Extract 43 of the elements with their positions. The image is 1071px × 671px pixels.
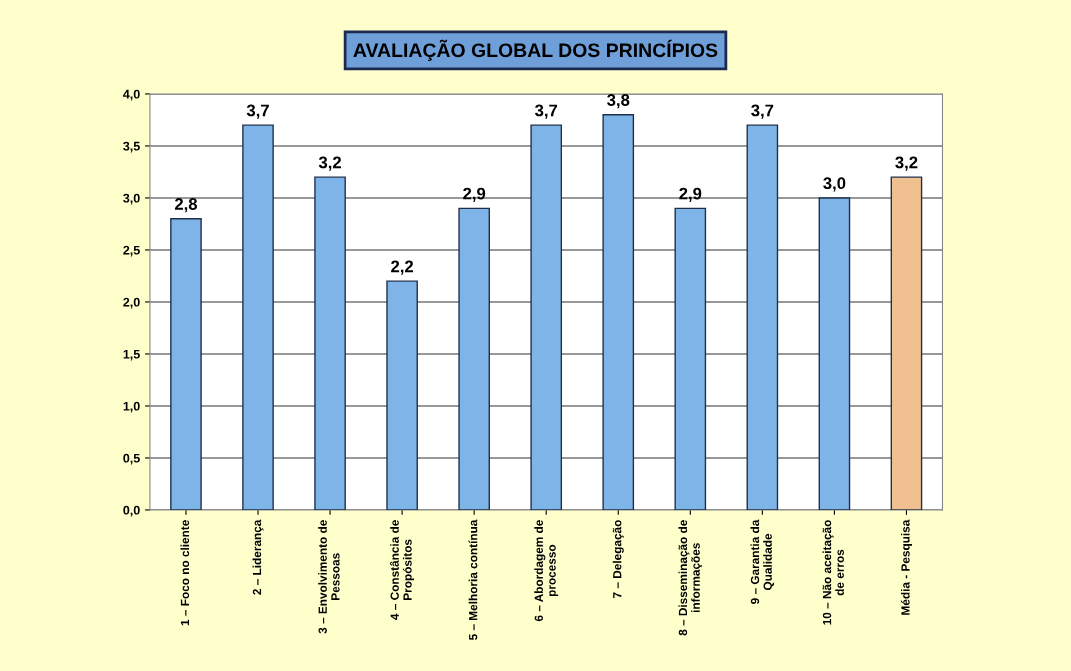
y-tick-label: 0,0: [123, 505, 140, 517]
y-tick-label: 3,0: [123, 193, 140, 205]
x-tick-label: 3 – Envolvimento de Pessoas: [318, 520, 340, 634]
x-tick-label: 10 – Não aceitação de erros: [822, 520, 844, 625]
x-tick-label: 5 – Melhoria contínua: [468, 519, 478, 641]
bar: [602, 114, 635, 510]
y-tick-label: 0,5: [123, 453, 140, 465]
x-tick-label: 6 – Abordagem de processo: [534, 520, 559, 622]
y-tick-label: 4,0: [123, 89, 140, 101]
y-tick-label: 2,0: [123, 297, 140, 309]
data-label: 2,2: [391, 260, 414, 275]
bar: [674, 207, 707, 510]
data-label: 3,2: [895, 156, 918, 171]
bar: [170, 218, 202, 510]
bar: [890, 176, 923, 510]
y-tick-label: 1,5: [123, 349, 140, 361]
data-label: 3,2: [318, 156, 341, 171]
y-tick-label: 3,5: [123, 141, 140, 153]
x-tick-label: Média - Pesquisa: [900, 519, 913, 615]
bar: [314, 176, 346, 510]
data-label: 3,7: [246, 104, 269, 119]
data-label: 3,0: [823, 177, 846, 192]
data-label: 3,7: [751, 104, 774, 119]
x-tick-label: 4 – Constância de Propósitos: [389, 520, 415, 620]
data-label: 2,9: [463, 187, 486, 202]
x-tick-label: 2 – Liderança: [252, 519, 264, 595]
bar: [242, 124, 274, 510]
bar: [386, 280, 418, 510]
x-tick-label: 1 – Foco no cliente: [180, 520, 190, 626]
data-label: 2,8: [174, 198, 198, 213]
bar: [746, 124, 779, 510]
x-tick-label: 9 – Garantia da Qualidade: [750, 519, 775, 604]
x-tick-label: 7 – Delegação: [612, 520, 624, 598]
bar: [530, 124, 563, 510]
data-label: 2,9: [679, 187, 702, 202]
data-label: 3,7: [535, 104, 558, 119]
y-tick-label: 2,5: [123, 245, 140, 257]
chart-title: AVALIAÇÃO GLOBAL DOS PRINCÍPIOS: [353, 39, 718, 61]
y-tick-label: 1,0: [123, 401, 140, 413]
bar: [458, 207, 490, 510]
bar: [818, 197, 851, 510]
data-label: 3,8: [607, 94, 630, 109]
x-tick-label: 8 – Disseminação de informações: [678, 520, 703, 636]
